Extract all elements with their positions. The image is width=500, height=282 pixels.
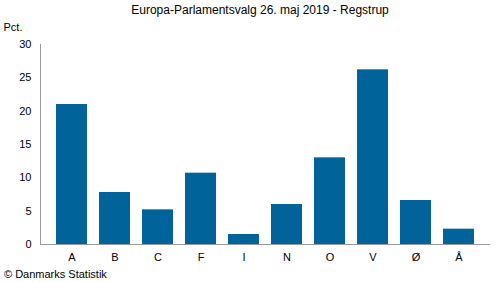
svg-text:B: B (111, 251, 118, 263)
svg-text:C: C (154, 251, 162, 263)
svg-text:Ø: Ø (412, 251, 421, 263)
svg-text:5: 5 (25, 205, 31, 217)
svg-text:O: O (326, 251, 335, 263)
svg-text:F: F (198, 251, 205, 263)
svg-text:30: 30 (19, 38, 31, 50)
svg-text:20: 20 (19, 105, 31, 117)
html-text:Europa-Parlamentsvalg 26. maj: Europa-Parlamentsvalg 26. maj 2019 - Reg… (131, 3, 389, 17)
svg-text:I: I (242, 251, 245, 263)
svg-text:10: 10 (19, 171, 31, 183)
svg-text:N: N (283, 251, 291, 263)
svg-text:V: V (369, 251, 377, 263)
svg-text:Å: Å (455, 251, 463, 263)
svg-text:0: 0 (25, 238, 31, 250)
html-text:© Danmarks Statistik: © Danmarks Statistik (4, 268, 107, 280)
svg-text:25: 25 (19, 71, 31, 83)
svg-text:Pct.: Pct. (4, 21, 23, 33)
svg-text:A: A (68, 251, 76, 263)
svg-text:15: 15 (19, 138, 31, 150)
